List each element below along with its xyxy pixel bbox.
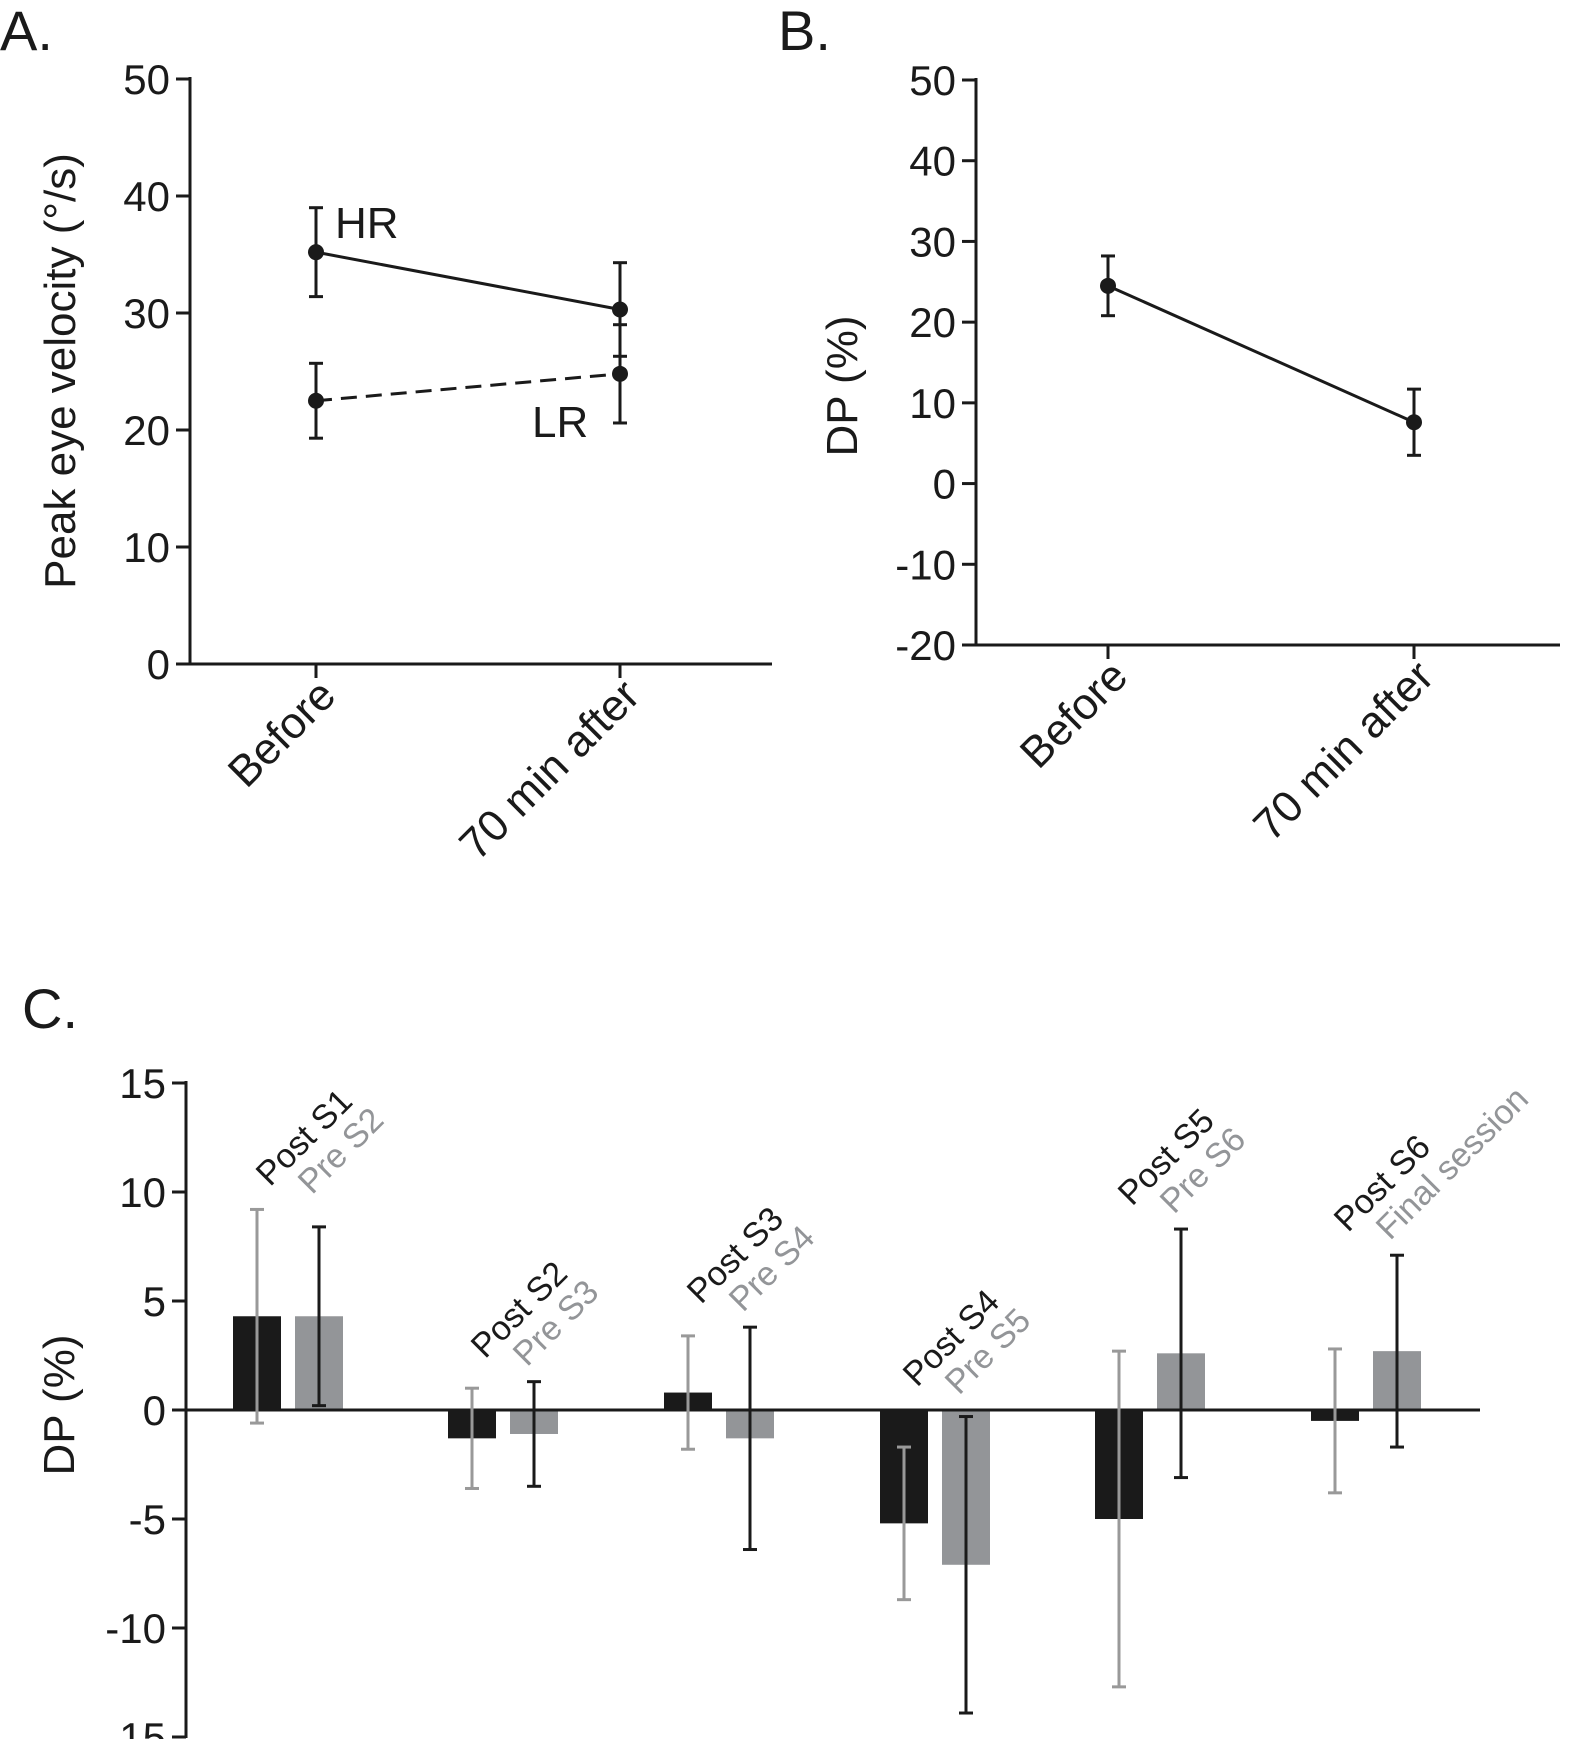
panel-c-y-tick-label: 10 bbox=[119, 1169, 166, 1216]
panel-c-y-tick-label: -5 bbox=[129, 1496, 166, 1543]
panel-b-x-tick-label: Before bbox=[1011, 651, 1137, 777]
panel-b-data-point bbox=[1406, 414, 1422, 431]
panel-b-series-line bbox=[1107, 284, 1415, 424]
panel-c-letter: C. bbox=[22, 977, 78, 1040]
panel-c-y-tick-label: 0 bbox=[143, 1387, 166, 1434]
panel-c-y-tick-label: -15 bbox=[105, 1714, 166, 1739]
panel-a-x-tick-label: 70 min after bbox=[450, 670, 649, 869]
panel-a-data-point bbox=[612, 365, 628, 382]
panel-a-series-label: HR bbox=[335, 199, 399, 248]
panel-b-letter: B. bbox=[778, 0, 831, 62]
panel-a-y-tick-label: 10 bbox=[123, 524, 170, 571]
panel-a-y-tick-label: 30 bbox=[123, 290, 170, 337]
panel-c-y-axis-label: DP (%) bbox=[35, 1335, 84, 1476]
panel-b-y-tick-label: 30 bbox=[909, 218, 956, 265]
panel-a-y-axis-label: Peak eye velocity (°/s) bbox=[36, 153, 85, 589]
panel-b-x-tick-label: 70 min after bbox=[1244, 651, 1443, 850]
panel-b-data-point bbox=[1100, 277, 1116, 294]
panel-b-chart: -20 -10 0 10 20 30 40 50 DP (%) Before 70 min afte… bbox=[818, 57, 1560, 850]
panel-c-y-tick-label: -10 bbox=[105, 1605, 166, 1652]
panel-a-y-tick-label: 40 bbox=[123, 173, 170, 220]
panel-b-y-tick-label: -20 bbox=[895, 622, 956, 669]
panel-a-data-point bbox=[308, 392, 324, 409]
panel-b-y-tick-label: 20 bbox=[909, 299, 956, 346]
panel-b-y-tick-label: 50 bbox=[909, 57, 956, 104]
panel-a-x-tick-label: Before bbox=[219, 670, 345, 796]
panel-b-y-tick-label: 0 bbox=[933, 461, 956, 508]
panel-a-letter: A. bbox=[0, 0, 53, 62]
panel-b-y-tick-label: -10 bbox=[895, 541, 956, 588]
panel-b-y-axis-label: DP (%) bbox=[818, 316, 867, 457]
panel-a-series-line bbox=[315, 250, 621, 311]
panel-c-y-tick-label: 5 bbox=[143, 1278, 166, 1325]
panel-a-chart: 0 10 20 30 40 50 Peak eye velocity (°/s) Before… bbox=[36, 56, 772, 869]
panel-b-y-tick-label: 40 bbox=[909, 138, 956, 185]
panel-a-data-point bbox=[612, 301, 628, 318]
panel-c-y-tick-label: 15 bbox=[119, 1060, 166, 1107]
panel-a-series-label: LR bbox=[532, 398, 588, 447]
panel-a-y-tick-label: 20 bbox=[123, 407, 170, 454]
panel-b-y-tick-label: 10 bbox=[909, 380, 956, 427]
panel-a-y-tick-label: 50 bbox=[123, 56, 170, 103]
panel-a-y-tick-label: 0 bbox=[147, 641, 170, 688]
panel-a-data-point bbox=[308, 244, 324, 261]
panel-a-series-line bbox=[315, 372, 621, 403]
